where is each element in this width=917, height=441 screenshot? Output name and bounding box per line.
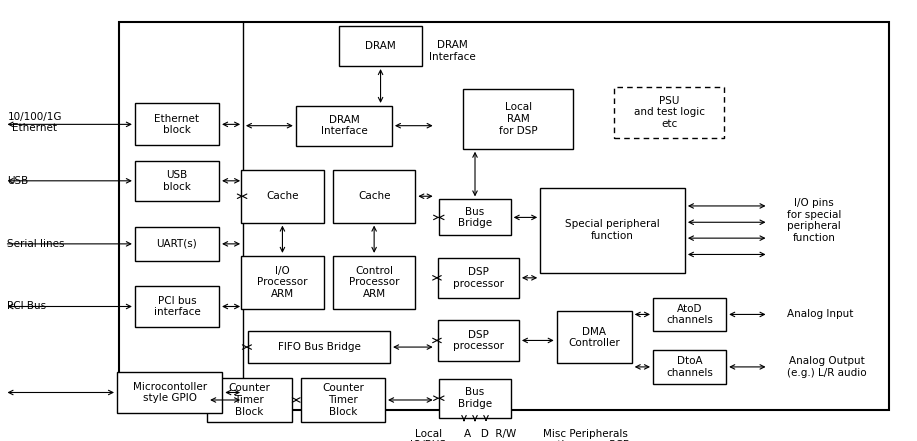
Text: USB: USB [7, 176, 28, 186]
Text: USB
block: USB block [163, 170, 191, 191]
Bar [439, 199, 511, 235]
Text: DSP
processor: DSP processor [453, 267, 504, 288]
Text: DRAM
Interface: DRAM Interface [321, 115, 367, 136]
Bar [135, 104, 219, 146]
Bar [135, 286, 219, 327]
Bar [207, 378, 292, 422]
Text: Analog Input: Analog Input [787, 310, 853, 319]
Text: I/O pins
for special
peripheral
function: I/O pins for special peripheral function [787, 198, 841, 243]
Text: Cache: Cache [358, 191, 391, 201]
Text: Bus
Bridge: Bus Bridge [458, 388, 492, 409]
Text: PCI Bus: PCI Bus [7, 302, 47, 311]
Bar [463, 89, 573, 149]
Bar [438, 258, 519, 298]
Text: AtoD
channels: AtoD channels [666, 304, 713, 325]
Text: Serial lines: Serial lines [7, 239, 65, 249]
Bar [339, 26, 422, 66]
Text: Counter
Timer
Block: Counter Timer Block [228, 383, 271, 417]
Text: Local
IO/BUS: Local IO/BUS [410, 429, 447, 441]
Text: Local
RAM
for DSP: Local RAM for DSP [499, 102, 537, 136]
Bar [135, 161, 219, 201]
Text: DtoA
channels: DtoA channels [666, 356, 713, 377]
Bar [540, 188, 685, 273]
Text: FIFO Bus Bridge: FIFO Bus Bridge [278, 342, 360, 352]
Bar [295, 106, 392, 146]
Bar [135, 227, 219, 261]
Text: DSP
processor: DSP processor [453, 330, 504, 351]
Bar [653, 298, 726, 331]
Bar [241, 170, 324, 223]
Text: Control
Processor
ARM: Control Processor ARM [348, 265, 400, 299]
Text: PCI bus
interface: PCI bus interface [154, 296, 200, 317]
Text: Counter
Timer
Block: Counter Timer Block [322, 383, 364, 417]
Text: Special peripheral
function: Special peripheral function [565, 220, 660, 241]
Text: Ethernet
block: Ethernet block [154, 114, 200, 135]
Bar [119, 22, 889, 410]
Text: DRAM: DRAM [365, 41, 396, 51]
Text: Analog Output
(e.g.) L/R audio: Analog Output (e.g.) L/R audio [787, 356, 867, 377]
Text: PSU
and test logic
etc: PSU and test logic etc [634, 96, 705, 129]
Text: 10/100/1G
Ethernet: 10/100/1G Ethernet [7, 112, 61, 133]
Bar [333, 256, 415, 309]
Bar [333, 170, 415, 223]
Bar [241, 256, 324, 309]
Bar [248, 331, 391, 363]
Text: Cache: Cache [266, 191, 299, 201]
Bar [301, 378, 385, 422]
Bar [614, 87, 724, 138]
Bar [439, 379, 511, 418]
Text: DRAM
Interface: DRAM Interface [429, 40, 476, 61]
Bar [117, 372, 223, 413]
Text: Bus
Bridge: Bus Bridge [458, 207, 492, 228]
Text: UART(s): UART(s) [157, 239, 197, 249]
Bar [557, 311, 632, 363]
Text: DMA
Controller: DMA Controller [569, 327, 620, 348]
Text: A   D  R/W: A D R/W [465, 429, 516, 439]
Text: I/O
Processor
ARM: I/O Processor ARM [257, 265, 308, 299]
Text: Misc Peripherals
on the same PCB: Misc Peripherals on the same PCB [540, 429, 630, 441]
Text: Microcontoller
style GPIO: Microcontoller style GPIO [133, 382, 206, 403]
Bar [438, 320, 519, 361]
Bar [653, 350, 726, 384]
